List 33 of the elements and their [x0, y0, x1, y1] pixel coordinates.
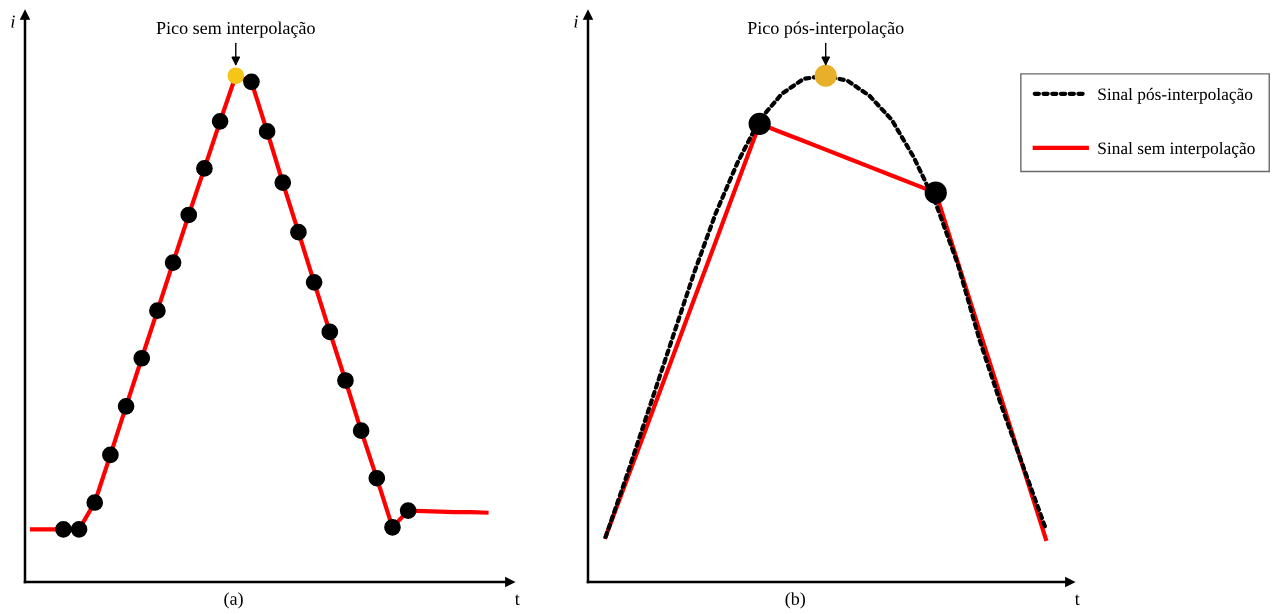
legend-label: Sinal pós-interpolação — [1098, 87, 1253, 104]
point — [290, 223, 307, 241]
point — [274, 174, 292, 191]
point — [164, 254, 182, 271]
point — [337, 372, 354, 389]
point — [55, 521, 72, 538]
point — [384, 518, 401, 536]
point — [305, 273, 323, 291]
point — [243, 73, 260, 91]
text: (a) — [224, 592, 243, 609]
annotation: Pico pós-interpolação — [747, 21, 904, 38]
legend-label: Sinal sem interpolação — [1098, 141, 1255, 158]
point — [117, 397, 135, 415]
x-axis-title: t — [514, 594, 520, 605]
point — [227, 67, 245, 85]
point — [399, 502, 417, 519]
point — [196, 160, 213, 177]
point — [321, 323, 339, 341]
y-axis-title: i — [574, 15, 578, 28]
point — [133, 349, 151, 367]
x-axis-title: t — [1074, 594, 1080, 605]
annotation: Pico sem interpolação — [156, 21, 315, 38]
point — [211, 112, 229, 130]
point — [70, 521, 88, 538]
point — [180, 206, 198, 224]
y-axis-title: i — [11, 15, 15, 28]
point — [102, 446, 119, 464]
point — [149, 302, 166, 319]
point — [352, 422, 370, 439]
text: (b) — [785, 592, 805, 609]
point — [86, 494, 104, 511]
point — [258, 123, 276, 140]
point — [368, 469, 386, 487]
